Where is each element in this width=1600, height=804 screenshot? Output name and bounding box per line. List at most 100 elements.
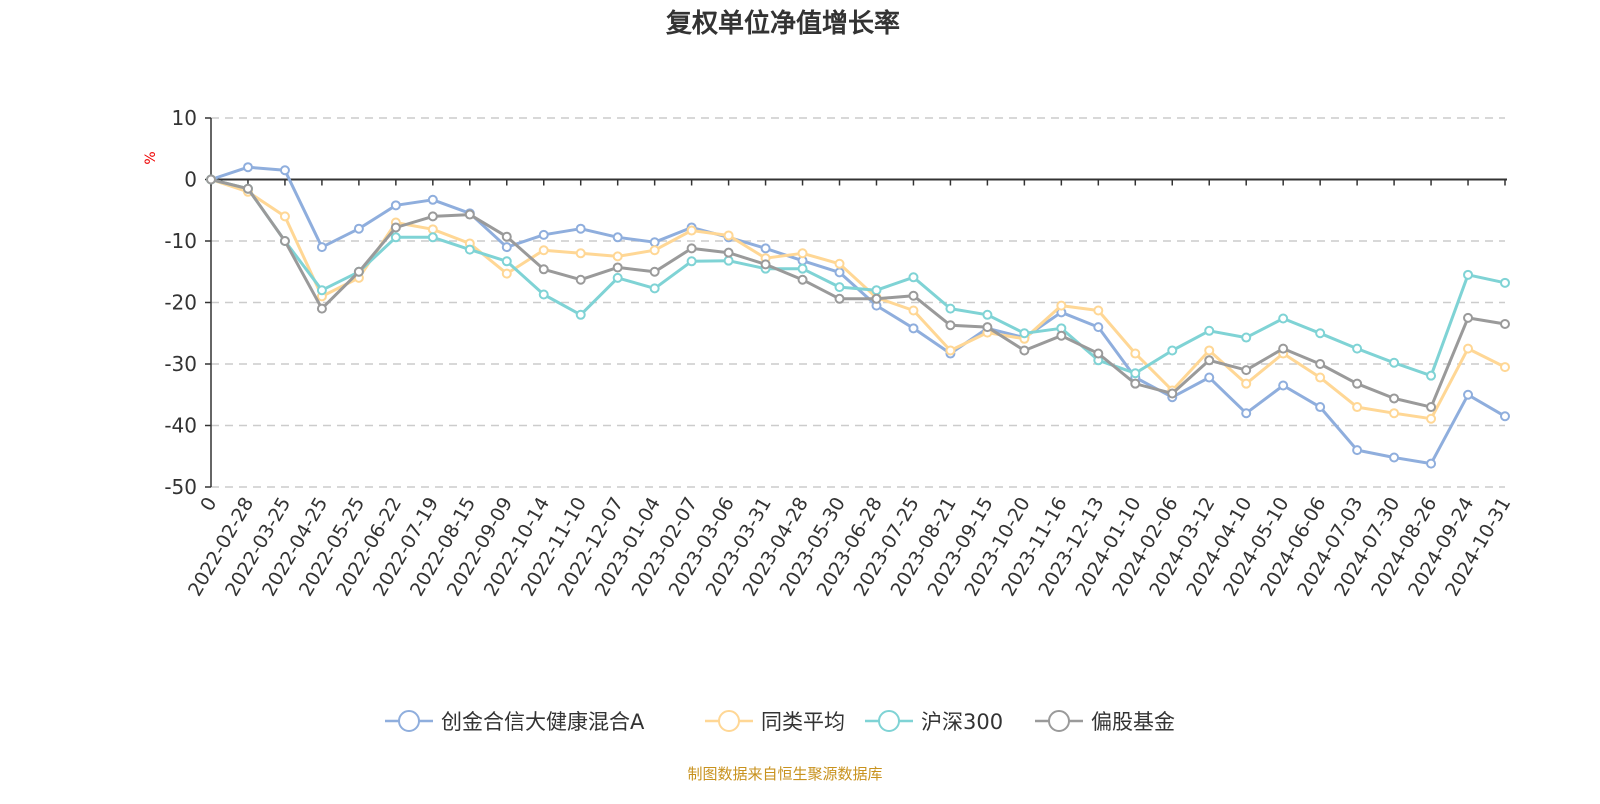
data-point [1093,305,1104,316]
data-point [501,268,512,279]
data-point [649,283,660,294]
legend-circle-icon [1048,710,1070,732]
legend-label: 同类平均 [761,710,845,734]
data-point [1389,357,1400,368]
data-point [723,247,734,258]
y-axis-unit: % [143,151,159,164]
data-point [871,293,882,304]
y-tick-label: -10 [164,229,197,253]
series-line-3 [210,178,1506,409]
data-point [242,183,253,194]
data-point [686,225,697,236]
data-point [908,290,919,301]
data-point [1426,370,1437,381]
data-point [390,232,401,243]
data-point [1389,393,1400,404]
data-point [1130,368,1141,379]
data-point [1315,328,1326,339]
data-point [464,209,475,220]
data-point [1500,362,1510,373]
data-point [1204,372,1215,383]
data-point [1500,319,1510,330]
data-point [390,222,401,233]
series-lines [206,162,1510,469]
data-point [945,303,956,314]
data-point [1352,378,1363,389]
data-point [1093,322,1104,333]
data-point [1352,402,1363,413]
data-point [575,274,586,285]
y-tick-label: -50 [164,475,197,499]
data-point [575,223,586,234]
data-point [723,255,734,266]
data-point [427,232,438,243]
legend-label: 创金合信大健康混合A [441,710,645,734]
data-point [1500,277,1510,288]
data-point [538,289,549,300]
data-point [1426,458,1437,469]
data-point [686,256,697,267]
data-point [686,243,697,254]
data-point [1204,325,1215,336]
data-point [538,245,549,256]
data-point [316,242,327,253]
data-point [501,256,512,267]
data-point [242,162,253,173]
grid-lines [211,117,1505,488]
data-point [1093,348,1104,359]
y-tick-label: 10 [172,106,197,130]
data-point [760,243,771,254]
legend-label: 偏股基金 [1091,710,1175,734]
legend-circle-icon [878,710,900,732]
data-point [871,285,882,296]
legend: 创金合信大健康混合A 同类平均 沪深300 偏股基金 [385,710,1175,734]
data-point [1241,378,1252,389]
data-point [908,272,919,283]
data-point [1278,313,1289,324]
data-point [206,174,216,185]
data-point [1463,312,1474,323]
data-point [1389,408,1400,419]
data-point [649,266,660,277]
legend-circle-icon [398,710,420,732]
source-footer: 制图数据来自恒生聚源数据库 [687,765,882,783]
data-point [612,272,623,283]
y-axis: 10 0 -10 -20 -30 -40 -50 [164,106,212,499]
y-tick-label: -40 [164,414,197,438]
data-point [649,237,660,248]
data-point [538,229,549,240]
data-point [1500,411,1510,422]
data-point [427,194,438,205]
data-point [1315,402,1326,413]
series-line-2 [210,178,1506,378]
data-point [945,345,956,356]
data-point [834,293,845,304]
legend-item: 创金合信大健康混合A [385,710,645,734]
data-point [575,248,586,259]
data-point [1463,389,1474,400]
data-point [1241,408,1252,419]
data-point [1352,343,1363,354]
data-point [612,251,623,262]
data-point [353,223,364,234]
data-point [1426,413,1437,424]
data-point [353,266,364,277]
data-point [834,258,845,269]
data-point [1315,359,1326,369]
data-point [982,309,993,320]
data-point [1167,345,1178,356]
data-point [1278,343,1289,354]
data-point [834,267,845,278]
data-point [501,231,512,242]
data-point [612,262,623,273]
data-point [1352,445,1363,456]
data-point [427,211,438,222]
legend-label: 沪深300 [921,710,1003,734]
data-point [908,323,919,334]
data-point [1130,348,1141,359]
data-point [316,303,327,314]
data-point [1278,380,1289,391]
series-line-0 [210,165,1506,466]
data-point [723,230,734,241]
